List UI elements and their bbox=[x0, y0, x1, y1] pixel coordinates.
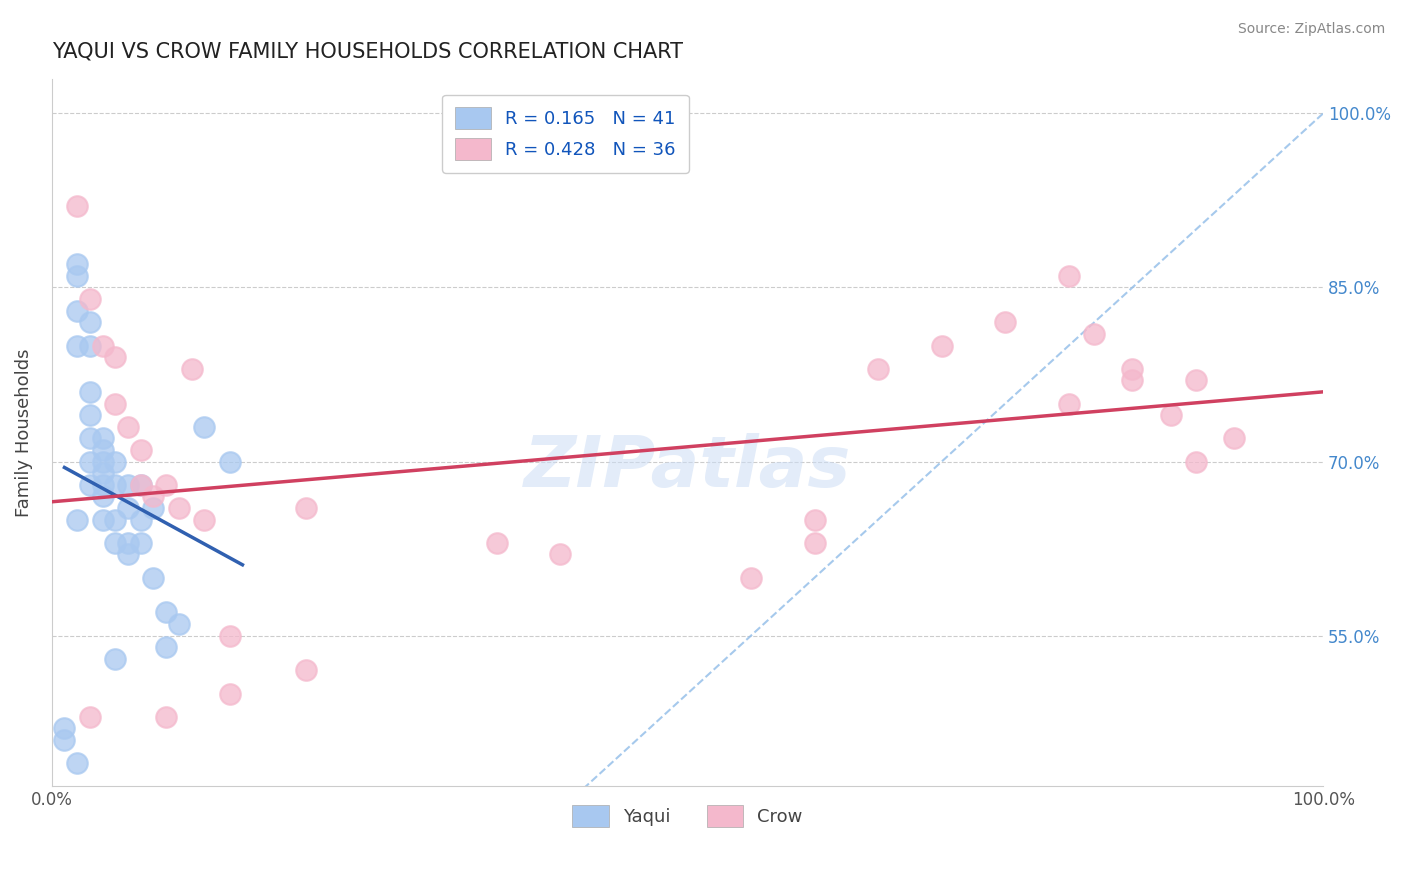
Point bbox=[104, 477, 127, 491]
Point bbox=[1185, 454, 1208, 468]
Point bbox=[104, 454, 127, 468]
Point bbox=[142, 500, 165, 515]
Point bbox=[295, 664, 318, 678]
Point bbox=[1121, 373, 1143, 387]
Point bbox=[193, 512, 215, 526]
Text: Source: ZipAtlas.com: Source: ZipAtlas.com bbox=[1237, 22, 1385, 37]
Point bbox=[155, 606, 177, 620]
Point bbox=[91, 512, 114, 526]
Point bbox=[218, 629, 240, 643]
Point bbox=[91, 442, 114, 457]
Point bbox=[79, 292, 101, 306]
Point bbox=[66, 756, 89, 771]
Point bbox=[104, 350, 127, 364]
Point bbox=[79, 477, 101, 491]
Point bbox=[803, 535, 825, 549]
Point bbox=[91, 454, 114, 468]
Point bbox=[91, 338, 114, 352]
Point bbox=[79, 454, 101, 468]
Point bbox=[79, 384, 101, 399]
Point bbox=[104, 652, 127, 666]
Point bbox=[1057, 396, 1080, 410]
Point bbox=[129, 512, 152, 526]
Point bbox=[129, 477, 152, 491]
Point bbox=[91, 489, 114, 503]
Point bbox=[91, 431, 114, 445]
Point bbox=[117, 548, 139, 562]
Point bbox=[1160, 408, 1182, 422]
Point bbox=[167, 617, 190, 632]
Point bbox=[79, 710, 101, 724]
Point bbox=[485, 535, 508, 549]
Point bbox=[129, 442, 152, 457]
Point bbox=[1223, 431, 1246, 445]
Point bbox=[79, 315, 101, 329]
Point bbox=[117, 535, 139, 549]
Point bbox=[1083, 326, 1105, 341]
Point bbox=[104, 512, 127, 526]
Legend: Yaqui, Crow: Yaqui, Crow bbox=[565, 797, 810, 834]
Point bbox=[994, 315, 1017, 329]
Point bbox=[193, 419, 215, 434]
Point bbox=[167, 500, 190, 515]
Point bbox=[117, 500, 139, 515]
Point bbox=[129, 477, 152, 491]
Point bbox=[931, 338, 953, 352]
Point bbox=[79, 431, 101, 445]
Point bbox=[66, 199, 89, 213]
Point bbox=[295, 500, 318, 515]
Point bbox=[66, 303, 89, 318]
Point bbox=[550, 548, 572, 562]
Point bbox=[803, 512, 825, 526]
Point bbox=[66, 512, 89, 526]
Point bbox=[218, 454, 240, 468]
Point bbox=[104, 535, 127, 549]
Text: YAQUI VS CROW FAMILY HOUSEHOLDS CORRELATION CHART: YAQUI VS CROW FAMILY HOUSEHOLDS CORRELAT… bbox=[52, 42, 683, 62]
Point bbox=[79, 338, 101, 352]
Point bbox=[104, 396, 127, 410]
Point bbox=[66, 338, 89, 352]
Point bbox=[129, 535, 152, 549]
Point bbox=[117, 477, 139, 491]
Point bbox=[868, 361, 890, 376]
Point bbox=[66, 257, 89, 271]
Point bbox=[91, 466, 114, 480]
Y-axis label: Family Households: Family Households bbox=[15, 348, 32, 516]
Point bbox=[79, 408, 101, 422]
Text: ZIPatlas: ZIPatlas bbox=[524, 434, 851, 502]
Point bbox=[155, 477, 177, 491]
Point bbox=[1057, 268, 1080, 283]
Point bbox=[53, 733, 76, 747]
Point bbox=[117, 419, 139, 434]
Point bbox=[218, 687, 240, 701]
Point bbox=[155, 640, 177, 655]
Point bbox=[53, 722, 76, 736]
Point bbox=[142, 489, 165, 503]
Point bbox=[142, 571, 165, 585]
Point bbox=[1121, 361, 1143, 376]
Point bbox=[155, 710, 177, 724]
Point bbox=[66, 268, 89, 283]
Point bbox=[1185, 373, 1208, 387]
Point bbox=[740, 571, 762, 585]
Point bbox=[91, 477, 114, 491]
Point bbox=[180, 361, 202, 376]
